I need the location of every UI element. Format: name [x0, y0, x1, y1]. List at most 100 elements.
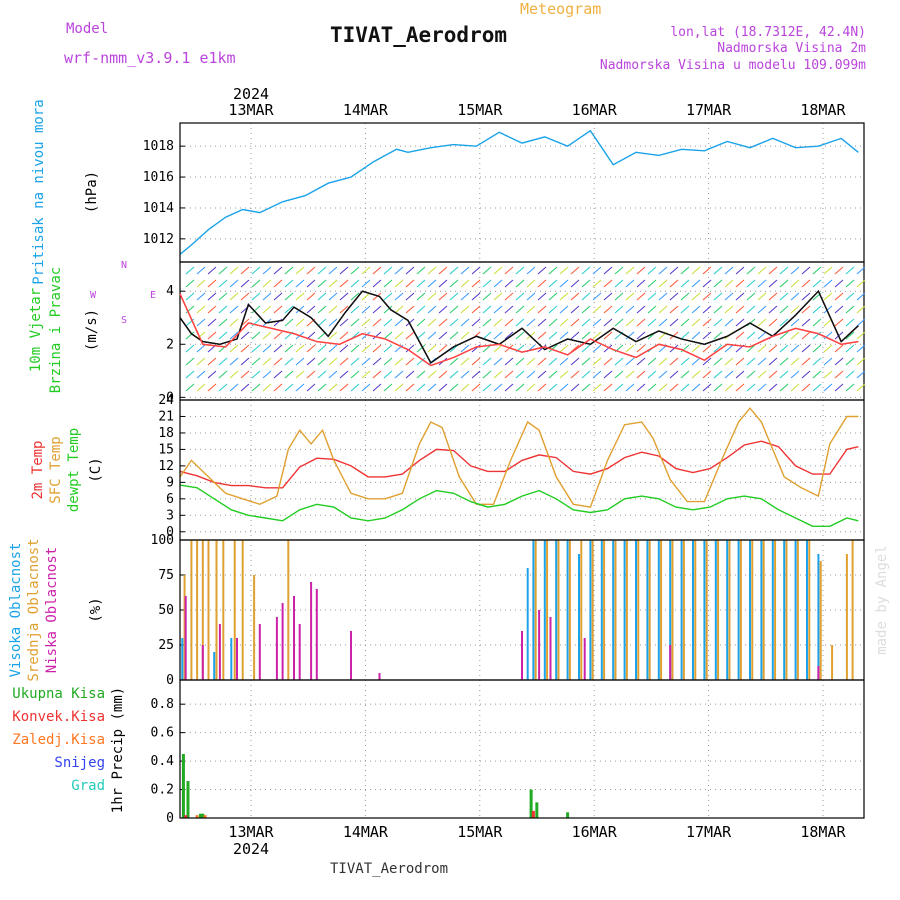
wind-arrow — [394, 370, 404, 379]
wind-arrow — [328, 344, 338, 353]
wind-arrow — [801, 266, 811, 275]
wind-arrow — [702, 331, 712, 340]
y-tick-label: 0.6 — [151, 726, 174, 741]
credit-text: made by Angel — [874, 545, 890, 655]
wind-arrow — [636, 279, 646, 288]
bar-cloud_mid — [660, 540, 663, 680]
wind-arrow — [691, 357, 701, 366]
wind-arrow — [196, 383, 206, 392]
wind-arrow — [702, 292, 712, 301]
top-date-label: 16MAR — [572, 101, 618, 119]
wind-arrow — [757, 279, 767, 288]
wind-arrow — [471, 266, 481, 275]
footer-station: TIVAT_Aerodrom — [330, 861, 449, 877]
bar-cloud_high — [526, 568, 529, 680]
wind-arrow — [317, 383, 327, 392]
precip-frame — [179, 679, 865, 819]
wind-arrow — [801, 305, 811, 314]
wind-arrow — [812, 383, 822, 392]
wind-arrow — [768, 357, 778, 366]
wind-arrow — [295, 318, 305, 327]
top-date-label: 17MAR — [686, 101, 732, 119]
wind-arrow — [218, 383, 228, 392]
wind-arrow — [724, 266, 734, 275]
bar-cloud_mid — [819, 561, 822, 680]
wind-arrow — [812, 370, 822, 379]
wind-arrow — [581, 292, 591, 301]
wind-arrow — [845, 344, 855, 353]
wind-arrow — [735, 357, 745, 366]
wind-arrow — [284, 344, 294, 353]
wind-arrow — [592, 292, 602, 301]
wind-arrow — [449, 266, 459, 275]
wind-arrow — [460, 383, 470, 392]
wind-arrow — [251, 344, 261, 353]
wind-arrow — [702, 383, 712, 392]
wind-series-wind_red — [179, 293, 859, 367]
wind-arrow — [482, 357, 492, 366]
wind-arrow — [471, 370, 481, 379]
wind-arrow — [856, 266, 866, 275]
wind-arrow — [614, 318, 624, 327]
wind-arrow — [757, 266, 767, 275]
wind-arrow — [636, 370, 646, 379]
wind-arrow — [779, 383, 789, 392]
precip-legend-0: Ukupna Kisa — [12, 686, 105, 702]
wind-arrow — [306, 279, 316, 288]
wind-arrow — [482, 305, 492, 314]
wind-arrow — [372, 370, 382, 379]
wind-arrow — [702, 344, 712, 353]
wind-arrow — [724, 383, 734, 392]
wind-arrow — [779, 331, 789, 340]
wind-arrow — [658, 279, 668, 288]
wind-arrow — [559, 305, 569, 314]
wind-arrow — [581, 318, 591, 327]
top-year-label: 2024 — [233, 85, 269, 103]
wind-arrow — [592, 357, 602, 366]
wind-arrow — [570, 279, 580, 288]
wind-arrow — [504, 331, 514, 340]
bar-cloud_high — [230, 638, 233, 680]
wind-label-1: 10m Vjetar — [28, 288, 44, 372]
wind-arrow — [746, 344, 756, 353]
bar-cloud_high — [794, 540, 797, 680]
wind-arrow — [735, 266, 745, 275]
wind-arrow — [812, 357, 822, 366]
wind-arrow — [339, 318, 349, 327]
wind-arrow — [779, 370, 789, 379]
bar-cloud_high — [737, 540, 740, 680]
wind-arrow — [471, 292, 481, 301]
wind-arrow — [581, 331, 591, 340]
wind-arrow — [427, 292, 437, 301]
wind-arrow — [207, 370, 217, 379]
wind-arrow — [218, 279, 228, 288]
wind-arrow — [801, 279, 811, 288]
wind-arrow — [240, 279, 250, 288]
wind-arrow — [614, 292, 624, 301]
bar-cloud_mid — [253, 575, 256, 680]
bar-cloud_high — [543, 540, 546, 680]
wind-arrow — [834, 305, 844, 314]
wind-arrow — [592, 383, 602, 392]
wind-arrow — [504, 292, 514, 301]
wind-arrow — [801, 357, 811, 366]
wind-arrow — [790, 357, 800, 366]
wind-arrow — [790, 318, 800, 327]
wind-arrow — [504, 344, 514, 353]
bar-cloud_mid — [694, 540, 697, 680]
wind-arrow — [856, 370, 866, 379]
y-tick-label: 3 — [166, 508, 174, 523]
compass-s: S — [121, 315, 127, 326]
wind-arrow — [196, 370, 206, 379]
wind-arrow — [372, 305, 382, 314]
bar-cloud_mid — [705, 540, 708, 680]
bar-cloud_high — [566, 540, 569, 680]
wind-arrow — [482, 383, 492, 392]
wind-arrow — [295, 357, 305, 366]
wind-arrow — [317, 370, 327, 379]
wind-arrow — [416, 266, 426, 275]
wind-arrow — [361, 370, 371, 379]
wind-arrow — [350, 279, 360, 288]
wind-arrow — [768, 305, 778, 314]
